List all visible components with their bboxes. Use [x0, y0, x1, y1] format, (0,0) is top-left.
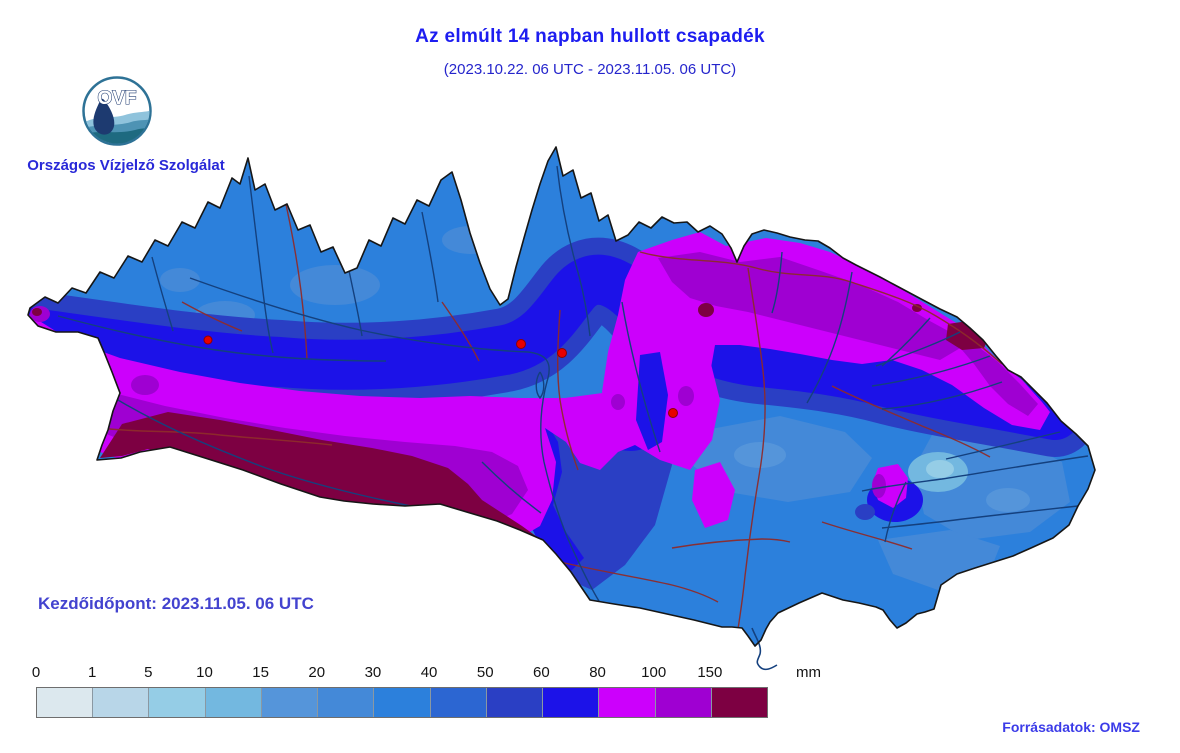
country-outline	[27, 146, 1096, 647]
legend-cell	[37, 688, 94, 717]
legend-tick: 15	[252, 664, 269, 681]
rivers	[57, 165, 1089, 602]
legend-tick: 5	[144, 664, 153, 681]
legend-tick: 100	[641, 664, 667, 681]
start-time-label: Kezdőidőpont: 2023.11.05. 06 UTC	[38, 594, 314, 613]
legend-tick: 10	[196, 664, 213, 681]
legend-cell	[374, 688, 431, 717]
legend-tick: 40	[420, 664, 438, 681]
data-source-label: Forrásadatok: OMSZ	[1002, 719, 1140, 735]
logo-acronym: OVF	[97, 88, 136, 109]
legend-cell	[205, 688, 262, 717]
legend-tick: 80	[589, 664, 606, 681]
legend-cell	[149, 688, 206, 717]
legend-tick: 30	[364, 664, 382, 681]
legend-cell	[599, 688, 656, 717]
legend-tick: 150	[697, 664, 723, 681]
legend-cell	[543, 688, 600, 717]
legend-tick: 20	[308, 664, 326, 681]
ovf-logo: OVF	[82, 76, 152, 146]
legend-tick-labels: 0 1 5 10 15 20 30 40 50 60 80 100 150	[32, 664, 796, 684]
legend-cell	[318, 688, 375, 717]
station-markers	[203, 335, 678, 418]
legend-cell	[261, 688, 319, 717]
legend-unit-label: mm	[796, 664, 821, 681]
legend-tick: 0	[31, 664, 41, 681]
legend-cell	[655, 688, 712, 717]
legend-tick: 1	[87, 664, 97, 681]
legend-tick: 50	[476, 664, 494, 681]
org-name-label: Országos Vízjelző Szolgálat	[27, 157, 225, 174]
legend-colorbar	[36, 687, 768, 718]
legend-cell	[430, 688, 487, 717]
page-subtitle: (2023.10.22. 06 UTC - 2023.11.05. 06 UTC…	[443, 61, 737, 78]
page-title: Az elmúlt 14 napban hullott csapadék	[415, 26, 765, 47]
legend-cell	[711, 688, 768, 717]
legend-cell	[486, 688, 544, 717]
legend-cell	[93, 688, 150, 717]
legend-tick: 60	[533, 664, 550, 681]
